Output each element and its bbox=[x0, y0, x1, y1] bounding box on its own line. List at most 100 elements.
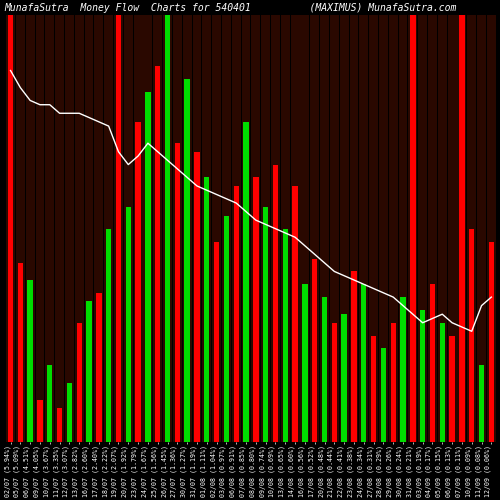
Bar bbox=[242, 15, 250, 442]
Bar bbox=[106, 228, 112, 442]
Bar bbox=[380, 348, 386, 442]
Bar bbox=[212, 15, 221, 442]
Bar bbox=[271, 15, 280, 442]
Bar bbox=[66, 382, 72, 442]
Bar bbox=[194, 152, 200, 443]
Bar bbox=[47, 366, 52, 442]
Bar bbox=[65, 15, 74, 442]
Bar bbox=[224, 216, 229, 442]
Bar bbox=[173, 15, 182, 442]
Bar bbox=[163, 15, 172, 442]
Bar bbox=[55, 15, 64, 442]
Bar bbox=[28, 280, 33, 442]
Bar bbox=[184, 79, 190, 442]
Bar bbox=[342, 314, 347, 442]
Bar bbox=[408, 15, 418, 442]
Bar bbox=[18, 263, 23, 442]
Bar bbox=[124, 15, 132, 442]
Bar bbox=[479, 366, 484, 442]
Bar bbox=[448, 15, 456, 442]
Bar bbox=[440, 322, 445, 442]
Bar bbox=[290, 15, 300, 442]
Bar bbox=[192, 15, 202, 442]
Bar bbox=[145, 92, 150, 443]
Bar bbox=[302, 284, 308, 442]
Bar bbox=[75, 15, 84, 442]
Bar bbox=[84, 15, 94, 442]
Bar bbox=[310, 15, 319, 442]
Bar bbox=[390, 322, 396, 442]
Bar bbox=[369, 15, 378, 442]
Bar bbox=[458, 15, 466, 442]
Bar bbox=[261, 15, 270, 442]
Bar bbox=[36, 15, 44, 442]
Bar bbox=[182, 15, 192, 442]
Bar bbox=[330, 15, 339, 442]
Bar bbox=[244, 122, 248, 442]
Bar bbox=[26, 15, 35, 442]
Bar bbox=[430, 284, 435, 442]
Bar bbox=[418, 15, 427, 442]
Bar bbox=[350, 15, 358, 442]
Bar bbox=[94, 15, 104, 442]
Bar bbox=[438, 15, 446, 442]
Bar bbox=[86, 302, 92, 442]
Bar bbox=[459, 15, 464, 442]
Bar bbox=[292, 186, 298, 442]
Bar bbox=[165, 15, 170, 442]
Bar bbox=[428, 15, 437, 442]
Bar bbox=[232, 15, 240, 442]
Bar bbox=[320, 15, 329, 442]
Bar bbox=[282, 228, 288, 442]
Bar bbox=[263, 208, 268, 442]
Bar bbox=[398, 15, 407, 442]
Bar bbox=[488, 242, 494, 442]
Bar bbox=[361, 284, 366, 442]
Bar bbox=[16, 15, 25, 442]
Bar bbox=[214, 242, 220, 442]
Bar bbox=[174, 143, 180, 442]
Bar bbox=[312, 258, 318, 442]
Bar bbox=[96, 293, 102, 442]
Bar bbox=[134, 15, 142, 442]
Bar bbox=[136, 122, 141, 442]
Text: MunafaSutra  Money Flow  Charts for 540401          (MAXIMUS) MunafaSutra.com: MunafaSutra Money Flow Charts for 540401… bbox=[4, 3, 457, 13]
Bar bbox=[389, 15, 398, 442]
Bar bbox=[126, 208, 131, 442]
Bar bbox=[116, 15, 121, 442]
Bar bbox=[281, 15, 289, 442]
Bar bbox=[300, 15, 310, 442]
Bar bbox=[469, 228, 474, 442]
Bar bbox=[468, 15, 476, 442]
Bar bbox=[57, 408, 62, 442]
Bar bbox=[252, 15, 260, 442]
Bar bbox=[46, 15, 54, 442]
Bar bbox=[114, 15, 123, 442]
Bar bbox=[410, 15, 416, 442]
Bar bbox=[144, 15, 152, 442]
Bar bbox=[379, 15, 388, 442]
Bar bbox=[8, 15, 13, 442]
Bar bbox=[204, 178, 210, 442]
Bar bbox=[400, 297, 406, 442]
Bar bbox=[234, 186, 239, 442]
Bar bbox=[487, 15, 496, 442]
Bar bbox=[104, 15, 113, 442]
Bar bbox=[360, 15, 368, 442]
Bar bbox=[420, 310, 426, 442]
Bar bbox=[332, 322, 337, 442]
Bar bbox=[154, 15, 162, 442]
Bar bbox=[352, 272, 356, 442]
Bar bbox=[38, 400, 43, 442]
Bar bbox=[253, 178, 258, 442]
Bar bbox=[155, 66, 160, 442]
Bar bbox=[322, 297, 327, 442]
Bar bbox=[6, 15, 15, 442]
Bar bbox=[477, 15, 486, 442]
Bar bbox=[340, 15, 348, 442]
Bar bbox=[222, 15, 231, 442]
Bar bbox=[371, 336, 376, 442]
Bar bbox=[450, 336, 455, 442]
Bar bbox=[76, 322, 82, 442]
Bar bbox=[273, 164, 278, 442]
